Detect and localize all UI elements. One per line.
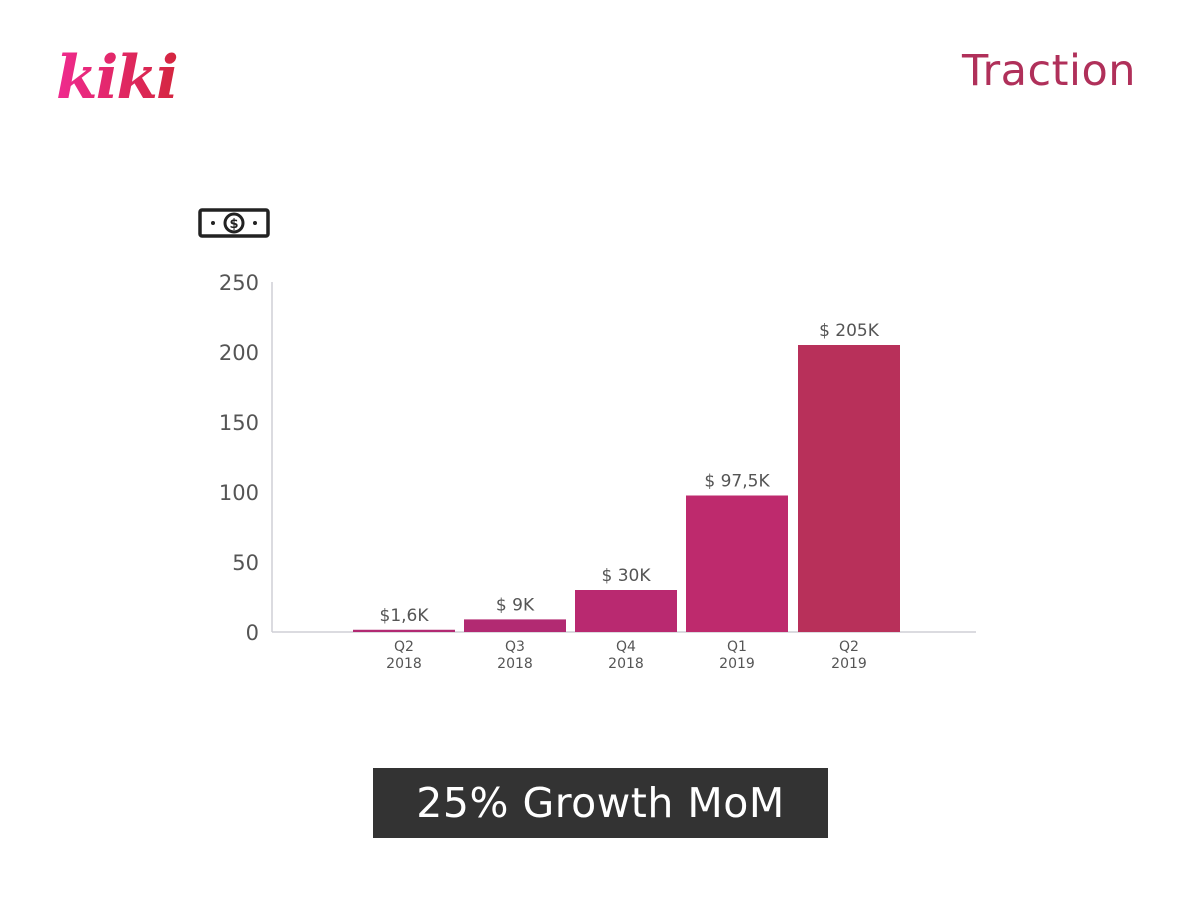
x-tick-label: 2018 — [608, 656, 644, 672]
svg-text:$: $ — [229, 217, 238, 232]
y-tick-label: 150 — [219, 411, 259, 435]
bar-value-label: $ 9K — [496, 595, 535, 615]
y-tick-label: 50 — [232, 551, 259, 575]
x-tick-label: Q2 — [839, 639, 859, 655]
y-tick-label: 200 — [219, 341, 259, 365]
x-tick-label: Q1 — [727, 639, 747, 655]
bar — [575, 590, 677, 632]
bar-value-label: $ 97,5K — [704, 472, 770, 492]
x-tick-label: Q2 — [394, 639, 414, 655]
bar-value-label: $1,6K — [380, 606, 430, 626]
kiki-logo: kiki — [56, 43, 179, 113]
y-tick-label: 0 — [246, 621, 259, 645]
y-tick-label: 100 — [219, 481, 259, 505]
slide-title: Traction — [962, 46, 1136, 96]
x-tick-label: Q4 — [616, 639, 636, 655]
bar — [353, 629, 455, 632]
growth-banner-text: 25% Growth MoM — [416, 779, 785, 827]
dollar-bill-icon: $ — [198, 208, 270, 238]
bar — [686, 495, 788, 632]
bar — [798, 345, 900, 632]
x-tick-label: Q3 — [505, 639, 525, 655]
x-tick-label: 2019 — [719, 656, 755, 672]
x-tick-label: 2018 — [386, 656, 422, 672]
bar-value-label: $ 30K — [602, 566, 652, 586]
x-tick-label: 2019 — [831, 656, 867, 672]
growth-banner: 25% Growth MoM — [373, 768, 828, 838]
x-tick-label: 2018 — [497, 656, 533, 672]
bar — [464, 619, 566, 632]
logo-text: kiki — [56, 43, 177, 113]
bar-value-label: $ 205K — [819, 321, 880, 341]
y-tick-label: 250 — [219, 271, 259, 295]
